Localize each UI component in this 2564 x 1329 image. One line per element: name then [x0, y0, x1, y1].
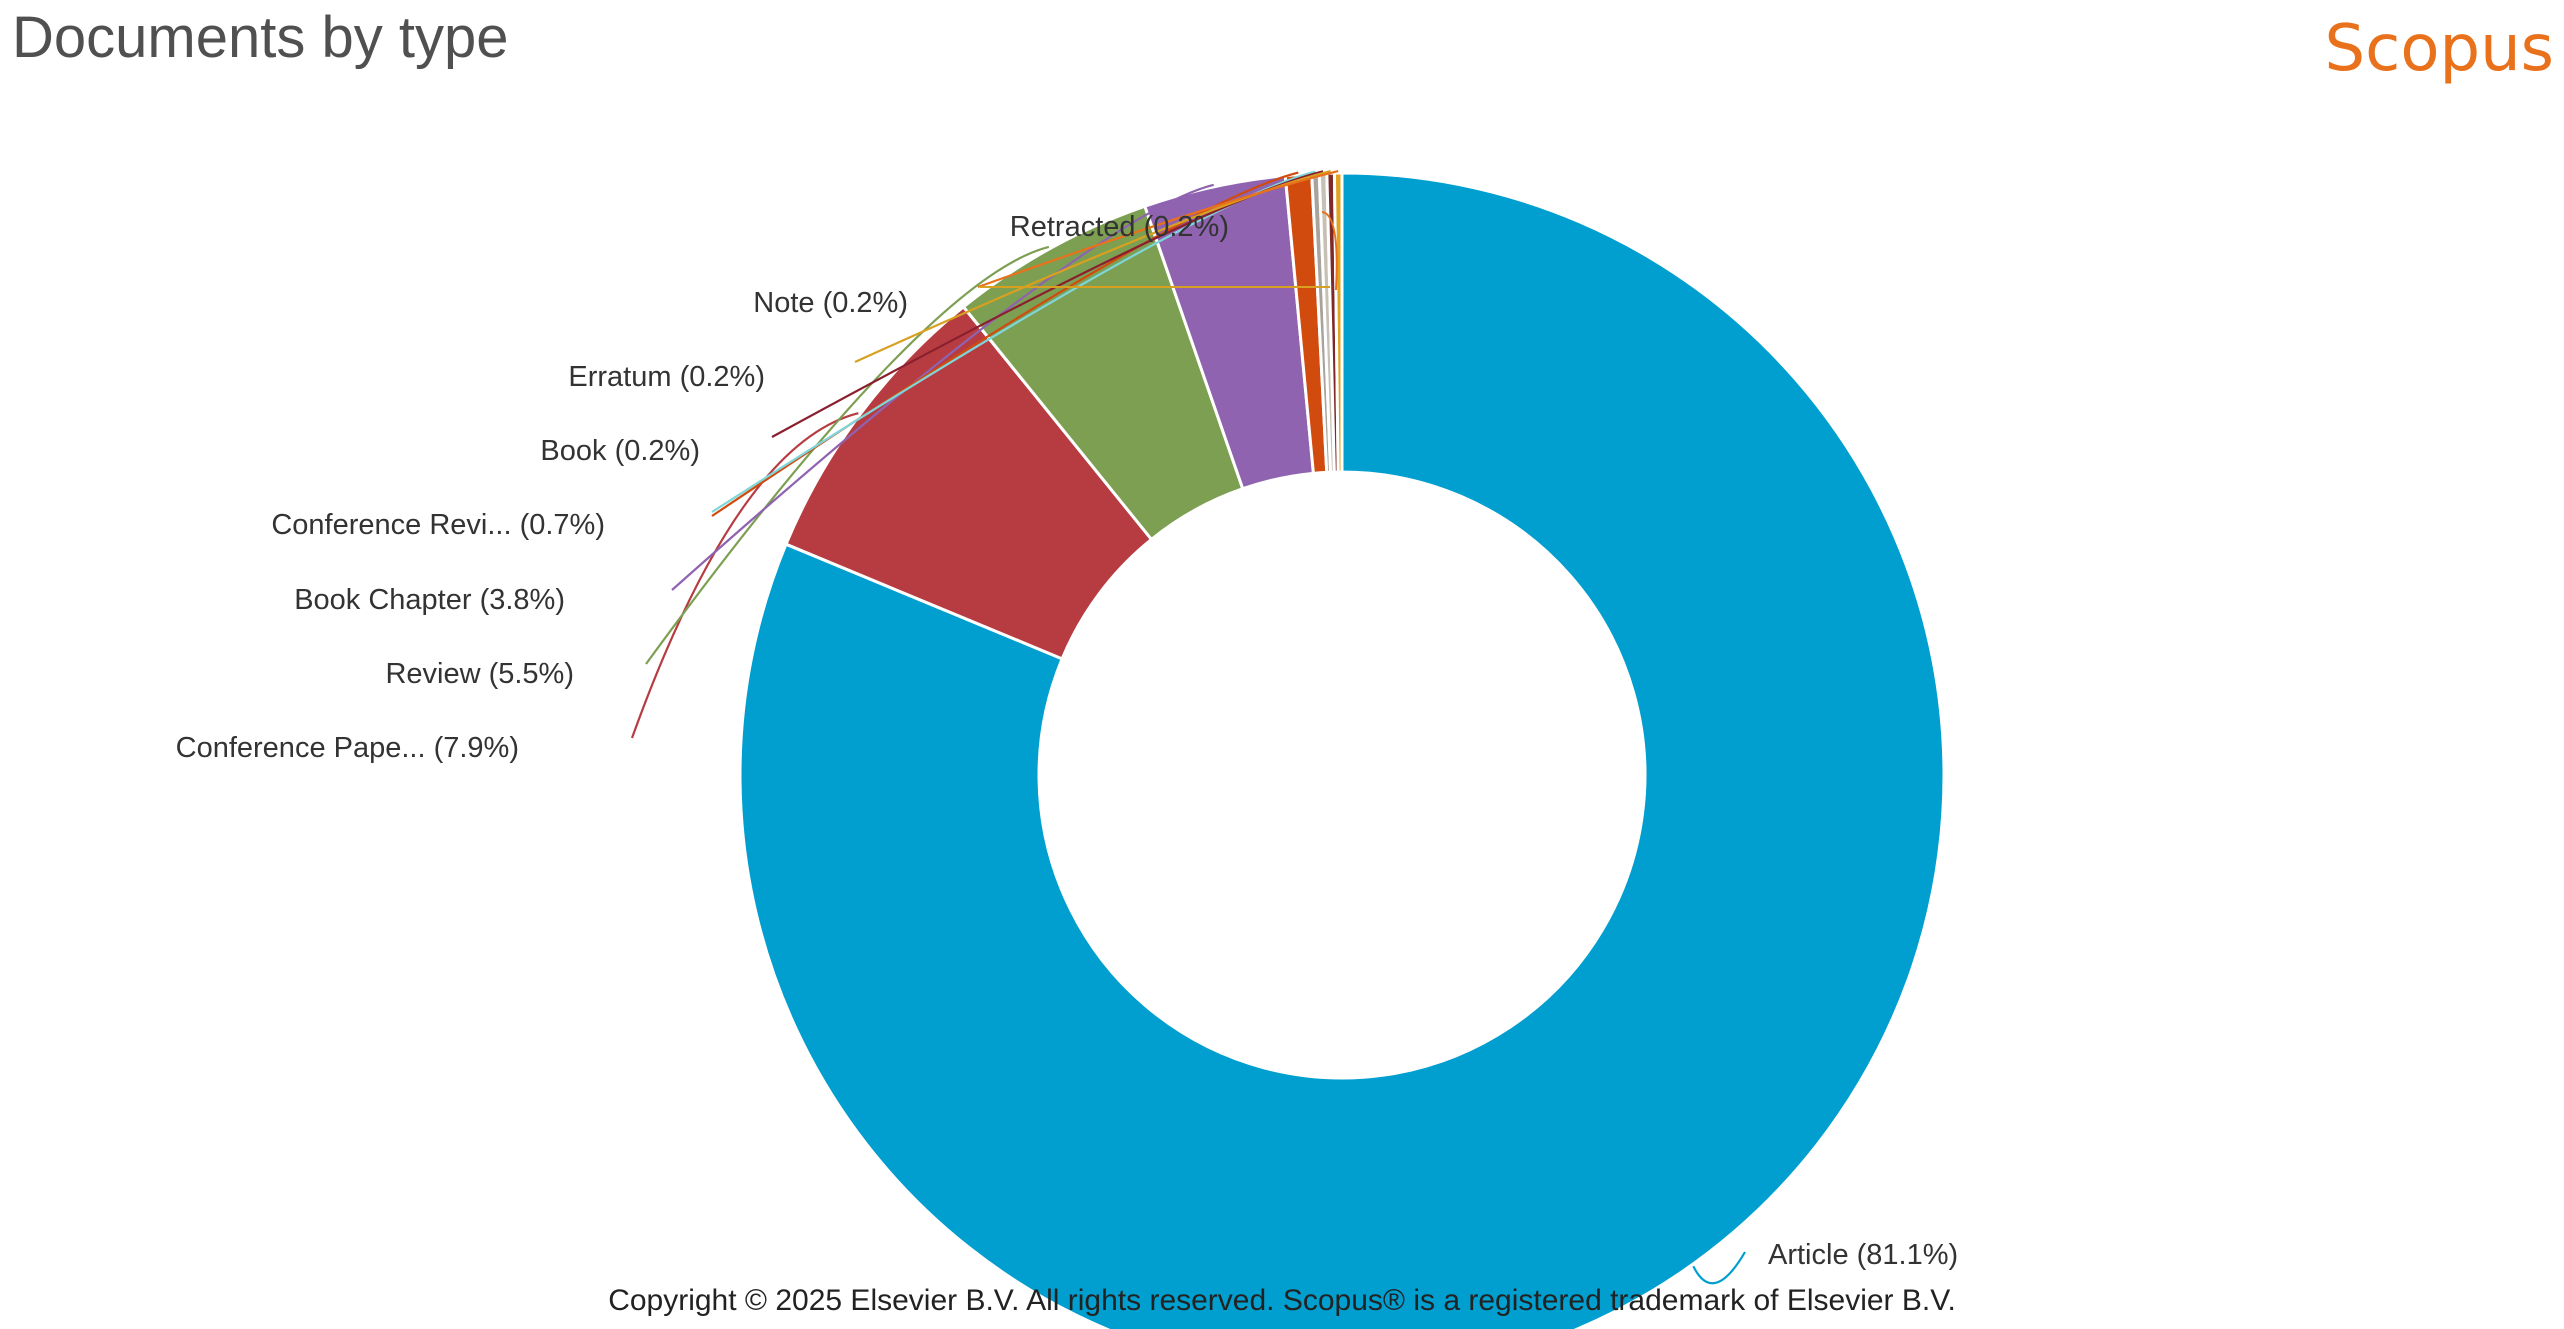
slice-label: Erratum (0.2%)	[568, 361, 765, 393]
slice-label: Article (81.1%)	[1768, 1239, 1958, 1271]
leader-line	[771, 170, 1324, 438]
leader-line	[671, 183, 1214, 591]
slice-label: Book (0.2%)	[540, 435, 700, 467]
slice-label: Book Chapter (3.8%)	[294, 584, 565, 616]
chart-title: Documents by type	[12, 5, 509, 70]
leader-line	[630, 412, 859, 739]
slice-label: Retracted (0.2%)	[1010, 211, 1229, 243]
leader-hook	[1321, 211, 1338, 291]
donut-slice-article[interactable]	[738, 171, 1946, 1329]
copyright-notice: Copyright © 2025 Elsevier B.V. All right…	[608, 1284, 1956, 1317]
slice-label: Review (5.5%)	[385, 658, 574, 690]
leader-line	[854, 170, 1331, 364]
slice-label: Conference Pape... (7.9%)	[176, 732, 519, 764]
slice-label: Note (0.2%)	[753, 287, 908, 319]
leader-line	[977, 169, 1339, 289]
leader-line	[711, 170, 1316, 513]
leader-line	[1692, 1251, 1746, 1285]
leader-line	[645, 245, 1050, 665]
slice-label: Conference Revi... (0.7%)	[271, 509, 605, 541]
scopus-logo: Scopus	[2324, 12, 2555, 86]
